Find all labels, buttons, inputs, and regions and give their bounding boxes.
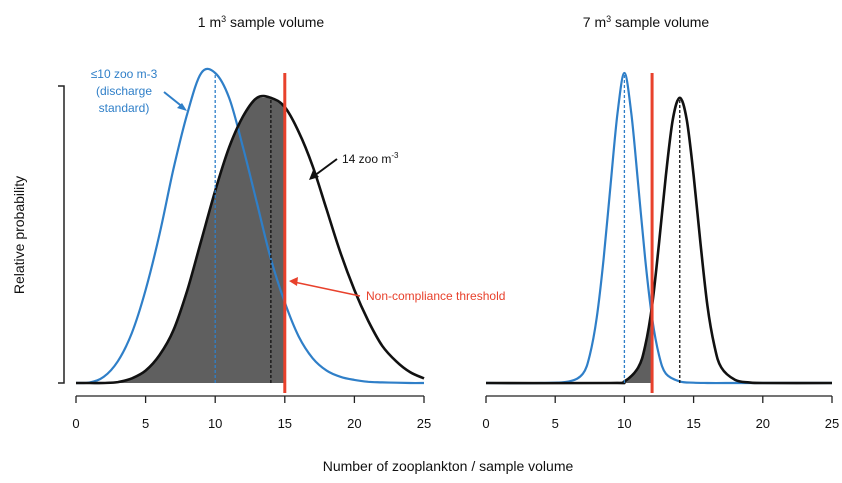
series-1-line [75, 67, 425, 385]
annotation-blue-line-1-text: ≤10 zoo m-3 [91, 67, 158, 81]
x-tick-label-25: 25 [825, 416, 839, 431]
annotation-red-label: Non-compliance threshold [366, 289, 505, 303]
series-2-line [76, 94, 425, 385]
x-tick-label-25: 25 [417, 416, 431, 431]
annotation-blue-line-3: standard) [99, 101, 150, 115]
annotation-red-arrow [293, 281, 361, 297]
panel-1-title: 1 m3 sample volume [198, 14, 325, 30]
series-1-line [485, 71, 832, 385]
x-tick-label-10: 10 [617, 416, 631, 431]
x-axis-label: Number of zooplankton / sample volume [323, 458, 574, 474]
shaded-area [76, 97, 285, 384]
x-tick-label-20: 20 [756, 416, 770, 431]
annotation-threshold: Non-compliance threshold [289, 277, 505, 303]
y-axis-bracket [58, 85, 65, 384]
annotation-black-arrow [313, 158, 338, 177]
x-tick-label-15: 15 [686, 416, 700, 431]
x-tick-label-0: 0 [72, 416, 79, 431]
series-2-line [485, 96, 833, 385]
annotation-blue-arrowhead [177, 103, 187, 111]
annotation-discharge-standard: ≤10 zoo m-3 (discharge standard) [91, 67, 187, 115]
x-tick-label-5: 5 [552, 416, 559, 431]
annotation-blue-line-2: (discharge [96, 84, 152, 98]
annotation-14-zoo: 14 zoo m-3 [309, 151, 399, 180]
x-tick-label-20: 20 [347, 416, 361, 431]
panel-2: 0 5 10 15 20 25 [482, 71, 839, 431]
y-axis-label: Relative probability [11, 176, 27, 294]
annotation-black-arrowhead [309, 170, 319, 180]
x-tick-label-15: 15 [278, 416, 292, 431]
panel-2-title: 7 m3 sample volume [583, 14, 710, 30]
annotation-black-label: 14 zoo m-3 [342, 151, 399, 166]
annotation-red-arrowhead [289, 277, 298, 286]
x-tick-label-10: 10 [208, 416, 222, 431]
x-tick-label-5: 5 [142, 416, 149, 431]
annotation-blue-line-1: ≤10 zoo m-3 [91, 67, 158, 81]
panel-1: 0 5 10 15 20 25 [72, 67, 431, 431]
x-tick-label-0: 0 [482, 416, 489, 431]
shaded-area [486, 305, 653, 383]
